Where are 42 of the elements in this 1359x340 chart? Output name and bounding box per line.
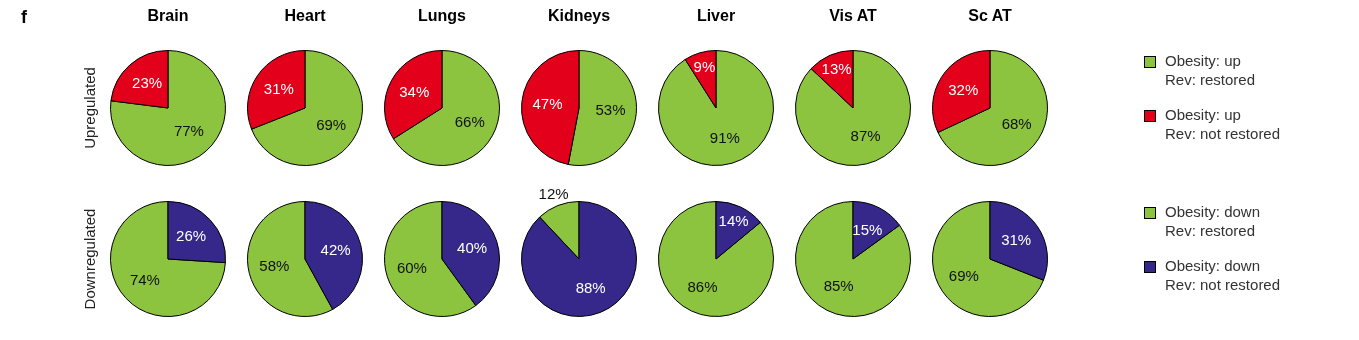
chart-title: Brain <box>146 7 190 25</box>
data-label: 68% <box>1001 115 1032 133</box>
data-label: 15% <box>852 220 883 238</box>
data-label: 74% <box>129 270 160 288</box>
text: f <box>21 7 27 28</box>
data-label: 34% <box>399 82 430 100</box>
data-label: 32% <box>948 81 979 99</box>
legend-label: Obesity: down Rev: not restored <box>1165 256 1281 294</box>
data-label: 58% <box>259 257 290 275</box>
data-label: 87% <box>850 127 881 145</box>
data-label: 53% <box>595 101 626 119</box>
chart-title: Vis AT <box>828 7 878 25</box>
data-label: 14% <box>718 211 749 229</box>
legend-label: Obesity: up Rev: restored <box>1165 51 1256 89</box>
data-label: 42% <box>320 241 351 259</box>
data-label: 40% <box>457 239 488 257</box>
data-label: 66% <box>454 113 485 131</box>
data-label: 69% <box>316 115 347 133</box>
chart-title: Lungs <box>417 7 467 25</box>
data-label: 31% <box>263 80 294 98</box>
chart-title: Sc AT <box>967 7 1013 25</box>
chart-title: Kidneys <box>546 7 612 25</box>
data-label: 31% <box>1001 231 1032 249</box>
legend-label: Obesity: down Rev: restored <box>1165 202 1261 240</box>
data-label: 69% <box>948 266 979 284</box>
data-label: 88% <box>575 278 606 296</box>
data-label: 77% <box>173 121 204 139</box>
data-label: 47% <box>532 95 563 113</box>
chart-title: Heart <box>283 7 327 25</box>
data-label: 60% <box>396 258 427 276</box>
data-label: 26% <box>176 227 207 245</box>
data-label: 86% <box>687 277 718 295</box>
text: Upregulated <box>80 67 98 149</box>
legend-label: Obesity: up Rev: not restored <box>1165 105 1281 143</box>
data-label: 9% <box>693 58 716 76</box>
data-label: 91% <box>709 128 740 146</box>
data-label: 12% <box>538 184 569 202</box>
data-label: 23% <box>132 74 163 92</box>
text: Downregulated <box>80 208 98 310</box>
chart-title: Liver <box>695 7 737 25</box>
data-label: 13% <box>821 60 852 78</box>
data-label: 85% <box>823 277 854 295</box>
